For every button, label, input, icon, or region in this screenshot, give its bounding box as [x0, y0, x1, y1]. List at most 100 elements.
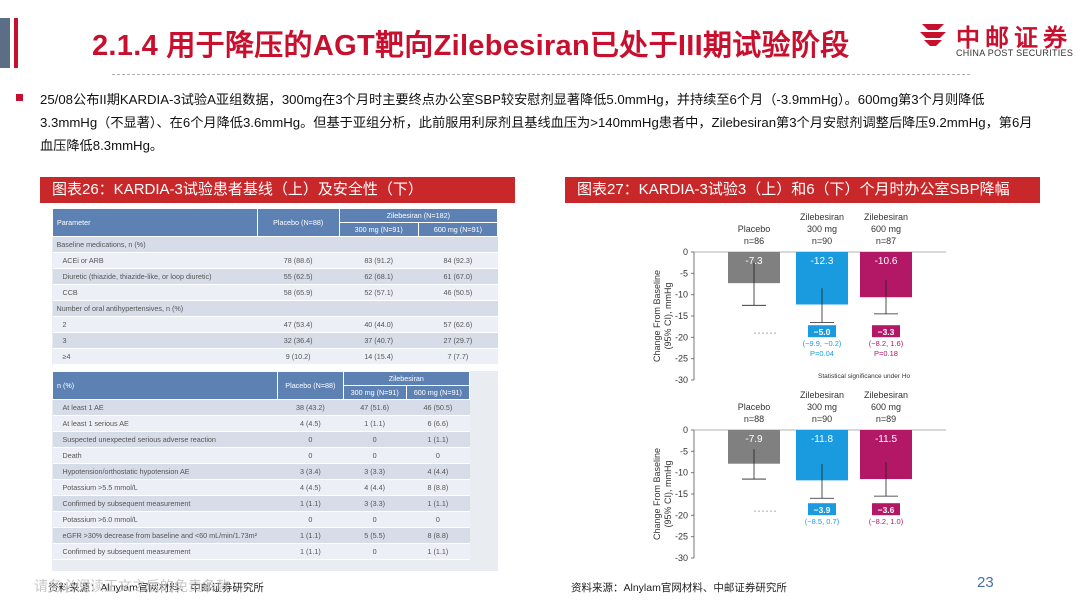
- safety-row: Hypotension/orthostatic hypotension AE 3 …: [52, 463, 470, 480]
- baseline-table: Parameter Placebo (N=88) Zilebesiran (N=…: [52, 208, 498, 365]
- y-axis-label: Change From Baseline(95% CI), mmHg: [652, 448, 673, 540]
- baseline-header-placebo: Placebo (N=88): [256, 208, 340, 237]
- y-axis-label: Change From Baseline(95% CI), mmHg: [652, 270, 673, 362]
- baseline-cell: 9 (10.2): [257, 348, 340, 365]
- baseline-cell: 7 (7.7): [418, 348, 498, 365]
- adjusted-p: P=0.18: [874, 349, 898, 358]
- right-panel-image: Change From Baseline(95% CI), mmHg 0 -5 -10…: [646, 206, 956, 572]
- safety-cell: 0: [406, 447, 470, 464]
- safety-cell: 1 (1.1): [277, 527, 344, 544]
- safety-cell: 3 (3.3): [343, 495, 407, 512]
- safety-table: n (%) Placebo (N=88) Zilebesiran 300 mg …: [52, 371, 471, 560]
- safety-cell: 1 (1.1): [406, 543, 470, 560]
- sbp-charts: Change From Baseline(95% CI), mmHg 0 -5 -10…: [652, 212, 946, 563]
- safety-cell: At least 1 serious AE: [52, 415, 278, 432]
- safety-row: Confirmed by subsequent measurement 1 (1.…: [52, 495, 470, 512]
- category-label: 300 mg: [807, 224, 837, 234]
- safety-cell: Hypotension/orthostatic hypotension AE: [52, 463, 278, 480]
- safety-cell: 0: [277, 431, 344, 448]
- y-tick-label: -25: [675, 354, 688, 364]
- logo-english-name: CHINA POST SECURITIES: [956, 48, 1074, 58]
- left-panel-image: Parameter Placebo (N=88) Zilebesiran (N=…: [52, 208, 498, 571]
- bullet-icon: [16, 94, 23, 101]
- baseline-cell: [257, 300, 340, 317]
- safety-row: Death 0 0 0: [52, 447, 470, 464]
- safety-cell: 4 (4.4): [406, 463, 470, 480]
- baseline-cell: CCB: [52, 284, 258, 301]
- category-label: Zilebesiran: [800, 212, 844, 222]
- y-tick-label: -10: [675, 290, 688, 300]
- safety-cell: 46 (50.5): [406, 399, 470, 416]
- adjusted-value: −3.3: [878, 327, 895, 337]
- baseline-cell: 14 (15.4): [339, 348, 419, 365]
- safety-cell: 4 (4.5): [277, 415, 344, 432]
- safety-cell: 5 (5.5): [343, 527, 407, 544]
- baseline-cell: [339, 300, 419, 317]
- left-panel-source: 资料来源：Alnylam官网材料、中邮证券研究所: [48, 582, 264, 594]
- y-tick-label: -30: [675, 553, 688, 563]
- accent-bar: [0, 18, 10, 68]
- safety-row: Confirmed by subsequent measurement 1 (1.…: [52, 543, 470, 560]
- baseline-cell: 62 (68.1): [339, 268, 419, 285]
- safety-cell: 0: [343, 447, 407, 464]
- safety-cell: 4 (4.4): [343, 479, 407, 496]
- safety-cell: 1 (1.1): [277, 543, 344, 560]
- y-tick-label: -5: [680, 268, 688, 278]
- china-post-logo-icon: [920, 24, 946, 46]
- safety-row: At least 1 serious AE 4 (4.5) 1 (1.1) 6 (6.…: [52, 415, 470, 432]
- safety-cell: 38 (43.2): [277, 399, 344, 416]
- safety-cell: 0: [343, 431, 407, 448]
- safety-header-zilebesiran: Zilebesiran: [342, 371, 471, 386]
- category-label: n=90: [812, 414, 832, 424]
- y-tick-label: -15: [675, 311, 688, 321]
- baseline-cell: 83 (91.2): [339, 252, 419, 269]
- baseline-cell: Baseline medications, n (%): [52, 236, 258, 253]
- category-label: 600 mg: [871, 224, 901, 234]
- safety-cell: 4 (4.5): [277, 479, 344, 496]
- adjusted-ci: (−8.2, 1.6): [869, 339, 904, 348]
- safety-cell: 3 (3.3): [343, 463, 407, 480]
- baseline-cell: [418, 236, 498, 253]
- summary-paragraph: 25/08公布II期KARDIA-3试验A亚组数据，300mg在3个月时主要终点…: [40, 92, 1033, 153]
- safety-cell: 1 (1.1): [343, 415, 407, 432]
- y-tick-label: 0: [683, 247, 688, 257]
- category-label: Placebo: [738, 402, 771, 412]
- baseline-cell: 3: [52, 332, 258, 349]
- baseline-cell: 57 (62.6): [418, 316, 498, 333]
- baseline-cell: 2: [52, 316, 258, 333]
- safety-row: Suspected unexpected serious adverse rea…: [52, 431, 470, 448]
- safety-cell: Suspected unexpected serious adverse rea…: [52, 431, 278, 448]
- baseline-cell: 40 (44.0): [339, 316, 419, 333]
- adjusted-value: −5.0: [814, 327, 831, 337]
- watermark: 请务必阅读正文之后的免责条款: [34, 578, 230, 594]
- category-label: Zilebesiran: [864, 390, 908, 400]
- category-label: 300 mg: [807, 402, 837, 412]
- adjusted-value: −3.9: [814, 505, 831, 515]
- bar-value-label: -11.8: [811, 434, 833, 445]
- safety-cell: At least 1 AE: [52, 399, 278, 416]
- baseline-header-zilebesiran: Zilebesiran (N=182): [338, 208, 498, 223]
- adjusted-badge: [808, 503, 836, 516]
- safety-cell: 8 (8.8): [406, 479, 470, 496]
- safety-header-placebo: Placebo (N=88): [277, 371, 344, 400]
- baseline-cell: [257, 236, 340, 253]
- baseline-cell: 58 (65.9): [257, 284, 340, 301]
- safety-cell: 1 (1.1): [406, 431, 470, 448]
- y-tick-label: -30: [675, 375, 688, 385]
- safety-cell: 8 (8.8): [406, 527, 470, 544]
- adjusted-badge: [808, 325, 836, 338]
- baseline-cell: [339, 236, 419, 253]
- y-tick-label: -20: [675, 510, 688, 520]
- y-tick-label: -20: [675, 332, 688, 342]
- safety-cell: eGFR >30% decrease from baseline and <60…: [52, 527, 278, 544]
- baseline-row: Baseline medications, n (%): [52, 236, 498, 253]
- safety-cell: Confirmed by subsequent measurement: [52, 543, 278, 560]
- baseline-row: ≥4 9 (10.2) 14 (15.4) 7 (7.7): [52, 348, 498, 365]
- safety-header-n: n (%): [52, 371, 279, 400]
- category-label: 600 mg: [871, 402, 901, 412]
- safety-cell: 0: [343, 543, 407, 560]
- category-label: n=89: [876, 414, 896, 424]
- category-label: n=88: [744, 414, 764, 424]
- accent-bar-red: [14, 18, 18, 68]
- annotation-text: Statistical significance under Ho: [818, 373, 911, 380]
